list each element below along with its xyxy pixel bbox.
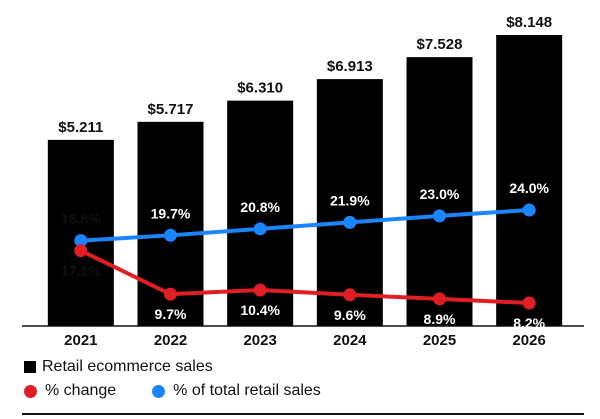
share-point-2024: [343, 215, 357, 229]
legend-item-share: % of total retail sales: [152, 382, 321, 400]
change-label-2026: 8.2%: [513, 315, 545, 331]
x-tick-label-2025: 2025: [423, 332, 456, 349]
change-label-2022: 9.7%: [155, 306, 187, 322]
change-label-2025: 8.9%: [424, 311, 456, 327]
legend-label-share: % of total retail sales: [173, 382, 321, 399]
share-label-2022: 19.7%: [151, 205, 191, 221]
x-tick-label-2022: 2022: [154, 332, 187, 349]
bar-value-label-2023: $6.310: [237, 80, 283, 97]
legend-swatch-share: [152, 384, 166, 398]
legend-item-change: % change: [24, 382, 116, 400]
legend-row-2: % change % of total retail sales: [24, 382, 357, 400]
bar-value-label-2026: $8.148: [506, 14, 552, 31]
bar-value-label-2025: $7.528: [417, 36, 463, 53]
share-point-2025: [433, 209, 446, 223]
x-tick-label-2023: 2023: [243, 332, 276, 349]
share-label-2025: 23.0%: [420, 186, 460, 202]
change-label-2023: 10.4%: [240, 302, 280, 318]
bar-value-label-2022: $5.717: [148, 101, 194, 118]
bar-2024: [316, 79, 383, 326]
x-tick-label-2021: 2021: [64, 332, 97, 349]
share-point-2022: [164, 228, 177, 242]
bar-value-label-2021: $5.211: [58, 119, 103, 136]
legend-row-1: Retail ecommerce sales: [24, 358, 249, 376]
legend-item-bars: Retail ecommerce sales: [24, 358, 213, 376]
bar-2026: [496, 35, 563, 326]
chart: $5.211 $5.717 $6.310 $6.913 $7.528 $8.148 18.…: [22, 14, 584, 349]
bar-2025: [406, 57, 473, 327]
bar-value-label-2024: $6.913: [327, 58, 373, 75]
share-label-2024: 21.9%: [330, 192, 370, 208]
share-line: [80, 208, 530, 243]
share-label-2023: 20.8%: [240, 199, 280, 215]
x-tick-label-2024: 2024: [333, 332, 367, 349]
bar-2021: [47, 139, 114, 326]
change-point-2023: [253, 283, 267, 297]
legend-swatch-change: [24, 384, 37, 398]
share-point-2023: [253, 222, 267, 236]
x-tick-label-2026: 2026: [512, 332, 545, 349]
change-line: [79, 248, 530, 305]
share-label-2026: 24.0%: [509, 180, 549, 196]
change-point-2026: [522, 296, 536, 310]
share-label-2021: 18.8%: [61, 211, 101, 227]
bottom-rule: [22, 413, 584, 415]
share-point-2026: [522, 203, 536, 217]
change-point-2025: [433, 292, 446, 306]
change-point-2024: [343, 288, 357, 302]
legend-swatch-bars: [24, 361, 36, 373]
change-point-2021: [74, 244, 88, 258]
share-point-2021: [74, 234, 88, 248]
legend-label-bars: Retail ecommerce sales: [42, 358, 213, 375]
change-label-2021: 17.1%: [61, 263, 101, 279]
legend-label-change: % change: [45, 382, 117, 399]
change-point-2022: [164, 287, 177, 301]
change-label-2024: 9.6%: [334, 307, 366, 323]
